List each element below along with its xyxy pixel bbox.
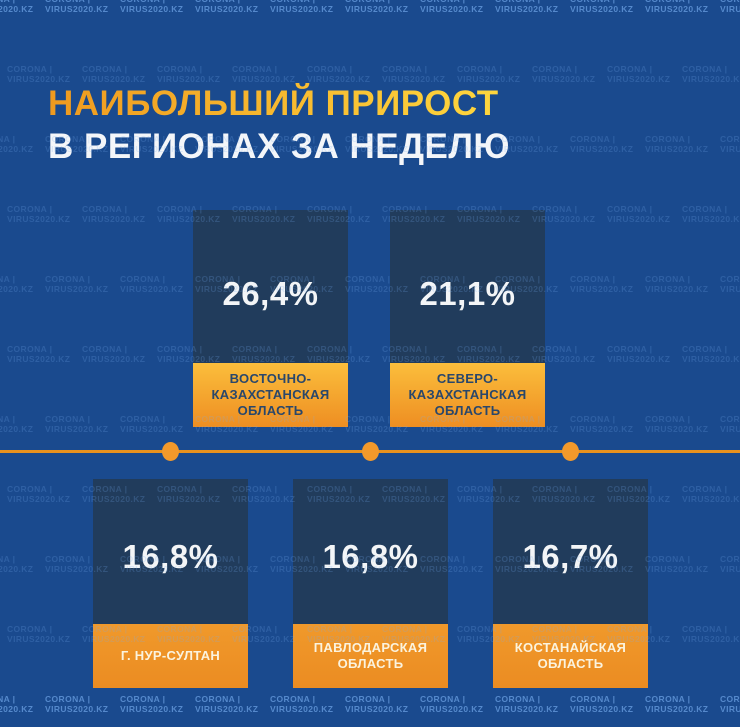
watermark-text: CORONA |VIRUS2020.KZ bbox=[645, 414, 709, 434]
watermark-text: CORONA |VIRUS2020.KZ bbox=[0, 554, 34, 574]
stat-value: 16,7% bbox=[522, 537, 619, 575]
watermark-text: CORONA |VIRUS2020.KZ bbox=[0, 0, 34, 14]
watermark-text: CORONA |VIRUS2020.KZ bbox=[720, 694, 740, 714]
watermark-text: CORONA |VIRUS2020.KZ bbox=[45, 274, 109, 294]
watermark-text: CORONA |VIRUS2020.KZ bbox=[570, 134, 634, 154]
stat-card-east-kazakhstan: 26,4% ВОСТОЧНО- КАЗАХСТАНСКАЯ ОБЛАСТЬ bbox=[193, 210, 348, 427]
stat-value-box: 16,8% bbox=[93, 479, 248, 624]
watermark-text: CORONA |VIRUS2020.KZ bbox=[195, 694, 259, 714]
watermark-text: CORONA |VIRUS2020.KZ bbox=[420, 0, 484, 14]
stat-value-box: 21,1% bbox=[390, 210, 545, 363]
watermark-text: CORONA |VIRUS2020.KZ bbox=[645, 134, 709, 154]
page-title: НАИБОЛЬШИЙ ПРИРОСТ В РЕГИОНАХ ЗА НЕДЕЛЮ bbox=[48, 82, 510, 168]
watermark-text: CORONA |VIRUS2020.KZ bbox=[120, 274, 184, 294]
watermark-text: CORONA |VIRUS2020.KZ bbox=[532, 64, 596, 84]
watermark-text: CORONA |VIRUS2020.KZ bbox=[7, 624, 71, 644]
stat-value-box: 16,7% bbox=[493, 479, 648, 624]
watermark-text: CORONA |VIRUS2020.KZ bbox=[570, 274, 634, 294]
timeline-dot bbox=[162, 442, 179, 461]
stat-region-label: Г. НУР-СУЛТАН bbox=[93, 624, 248, 688]
watermark-text: CORONA |VIRUS2020.KZ bbox=[345, 0, 409, 14]
watermark-text: CORONA |VIRUS2020.KZ bbox=[682, 484, 740, 504]
watermark-text: CORONA |VIRUS2020.KZ bbox=[720, 414, 740, 434]
timeline-dot bbox=[562, 442, 579, 461]
watermark-text: CORONA |VIRUS2020.KZ bbox=[7, 64, 71, 84]
stat-value-box: 26,4% bbox=[193, 210, 348, 363]
stat-value: 26,4% bbox=[222, 274, 319, 312]
watermark-text: CORONA |VIRUS2020.KZ bbox=[0, 274, 34, 294]
watermark-text: CORONA |VIRUS2020.KZ bbox=[495, 694, 559, 714]
stat-value: 16,8% bbox=[122, 537, 219, 575]
stat-card-nur-sultan: 16,8% Г. НУР-СУЛТАН bbox=[93, 479, 248, 688]
watermark-text: CORONA |VIRUS2020.KZ bbox=[645, 694, 709, 714]
watermark-text: CORONA |VIRUS2020.KZ bbox=[82, 64, 146, 84]
stat-card-kostanay: 16,7% КОСТАНАЙСКАЯ ОБЛАСТЬ bbox=[493, 479, 648, 688]
watermark-text: CORONA |VIRUS2020.KZ bbox=[645, 274, 709, 294]
watermark-text: CORONA |VIRUS2020.KZ bbox=[7, 484, 71, 504]
watermark-text: CORONA |VIRUS2020.KZ bbox=[82, 204, 146, 224]
watermark-text: CORONA |VIRUS2020.KZ bbox=[45, 0, 109, 14]
watermark-text: CORONA |VIRUS2020.KZ bbox=[345, 694, 409, 714]
stat-region-label: ВОСТОЧНО- КАЗАХСТАНСКАЯ ОБЛАСТЬ bbox=[193, 363, 348, 427]
watermark-text: CORONA |VIRUS2020.KZ bbox=[645, 554, 709, 574]
watermark-text: CORONA |VIRUS2020.KZ bbox=[157, 64, 221, 84]
watermark-text: CORONA |VIRUS2020.KZ bbox=[0, 134, 34, 154]
stat-value-box: 16,8% bbox=[293, 479, 448, 624]
watermark-text: CORONA |VIRUS2020.KZ bbox=[45, 694, 109, 714]
watermark-text: CORONA |VIRUS2020.KZ bbox=[682, 624, 740, 644]
watermark-text: CORONA |VIRUS2020.KZ bbox=[232, 64, 296, 84]
watermark-text: CORONA |VIRUS2020.KZ bbox=[720, 0, 740, 14]
watermark-text: CORONA |VIRUS2020.KZ bbox=[120, 694, 184, 714]
watermark-text: CORONA |VIRUS2020.KZ bbox=[570, 0, 634, 14]
watermark-text: CORONA |VIRUS2020.KZ bbox=[457, 64, 521, 84]
watermark-text: CORONA |VIRUS2020.KZ bbox=[0, 694, 34, 714]
watermark-text: CORONA |VIRUS2020.KZ bbox=[0, 414, 34, 434]
watermark-text: CORONA |VIRUS2020.KZ bbox=[195, 0, 259, 14]
watermark-text: CORONA |VIRUS2020.KZ bbox=[120, 414, 184, 434]
watermark-text: CORONA |VIRUS2020.KZ bbox=[570, 414, 634, 434]
stat-region-label: КОСТАНАЙСКАЯ ОБЛАСТЬ bbox=[493, 624, 648, 688]
watermark-text: CORONA |VIRUS2020.KZ bbox=[82, 344, 146, 364]
watermark-text: CORONA |VIRUS2020.KZ bbox=[720, 134, 740, 154]
watermark-text: CORONA |VIRUS2020.KZ bbox=[607, 344, 671, 364]
stat-value: 21,1% bbox=[419, 274, 516, 312]
watermark-text: CORONA |VIRUS2020.KZ bbox=[270, 0, 334, 14]
watermark-text: CORONA |VIRUS2020.KZ bbox=[682, 64, 740, 84]
stat-value: 16,8% bbox=[322, 537, 419, 575]
watermark-text: CORONA |VIRUS2020.KZ bbox=[720, 274, 740, 294]
stat-card-north-kazakhstan: 21,1% СЕВЕРО- КАЗАХСТАНСКАЯ ОБЛАСТЬ bbox=[390, 210, 545, 427]
watermark-text: CORONA |VIRUS2020.KZ bbox=[420, 694, 484, 714]
watermark-text: CORONA |VIRUS2020.KZ bbox=[382, 64, 446, 84]
watermark-text: CORONA |VIRUS2020.KZ bbox=[307, 64, 371, 84]
watermark-text: CORONA |VIRUS2020.KZ bbox=[7, 204, 71, 224]
timeline-dot bbox=[362, 442, 379, 461]
title-line-plain: В РЕГИОНАХ ЗА НЕДЕЛЮ bbox=[48, 127, 511, 166]
watermark-text: CORONA |VIRUS2020.KZ bbox=[570, 694, 634, 714]
title-line-accent: НАИБОЛЬШИЙ ПРИРОСТ bbox=[48, 82, 510, 125]
watermark-text: CORONA |VIRUS2020.KZ bbox=[682, 204, 740, 224]
watermark-text: CORONA |VIRUS2020.KZ bbox=[45, 414, 109, 434]
watermark-text: CORONA |VIRUS2020.KZ bbox=[607, 204, 671, 224]
watermark-text: CORONA |VIRUS2020.KZ bbox=[7, 344, 71, 364]
stat-card-pavlodar: 16,8% ПАВЛОДАРСКАЯ ОБЛАСТЬ bbox=[293, 479, 448, 688]
stat-region-label: СЕВЕРО- КАЗАХСТАНСКАЯ ОБЛАСТЬ bbox=[390, 363, 545, 427]
watermark-text: CORONA |VIRUS2020.KZ bbox=[645, 0, 709, 14]
watermark-text: CORONA |VIRUS2020.KZ bbox=[495, 0, 559, 14]
watermark-text: CORONA |VIRUS2020.KZ bbox=[607, 64, 671, 84]
watermark-text: CORONA |VIRUS2020.KZ bbox=[270, 694, 334, 714]
watermark-text: CORONA |VIRUS2020.KZ bbox=[720, 554, 740, 574]
watermark-text: CORONA |VIRUS2020.KZ bbox=[120, 0, 184, 14]
watermark-text: CORONA |VIRUS2020.KZ bbox=[682, 344, 740, 364]
stat-region-label: ПАВЛОДАРСКАЯ ОБЛАСТЬ bbox=[293, 624, 448, 688]
